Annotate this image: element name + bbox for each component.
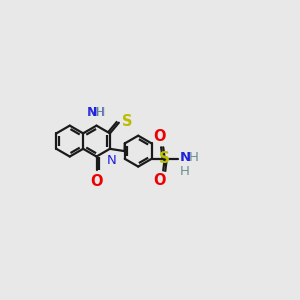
Text: S: S (159, 152, 170, 166)
Text: H: H (189, 151, 199, 164)
Text: N: N (106, 154, 116, 167)
Text: H: H (180, 165, 190, 178)
Text: O: O (153, 173, 166, 188)
Text: NH: NH (87, 106, 106, 119)
Text: H: H (96, 106, 105, 119)
Text: O: O (90, 174, 103, 189)
Text: S: S (122, 114, 133, 129)
Text: O: O (153, 129, 166, 144)
Text: N: N (88, 106, 97, 119)
Text: N: N (180, 151, 191, 164)
